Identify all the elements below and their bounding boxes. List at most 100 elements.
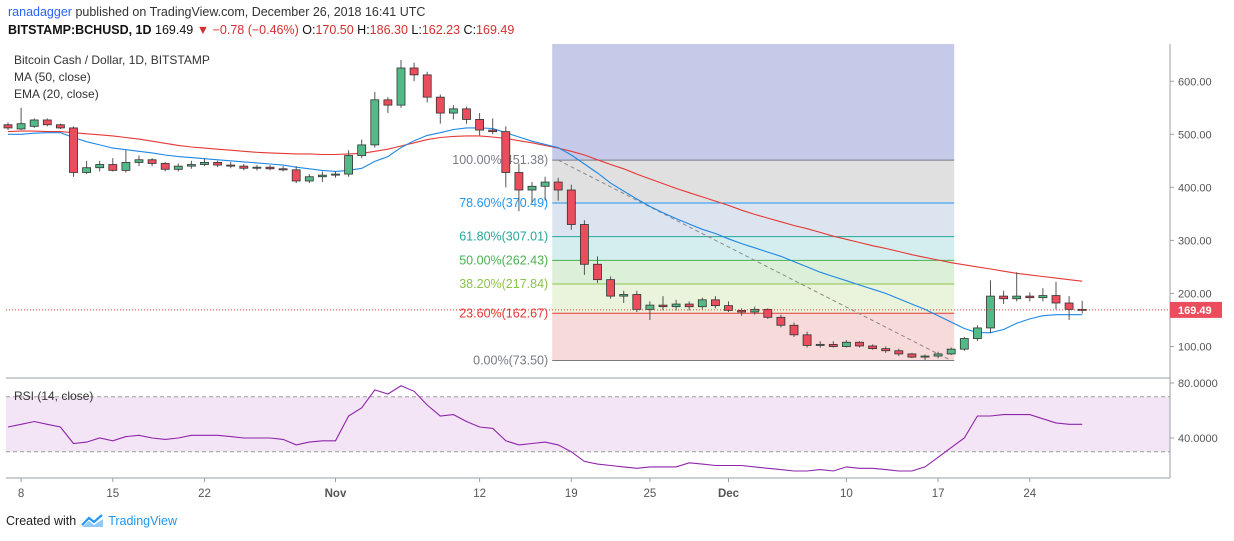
fib-zone xyxy=(552,283,955,314)
candle-body xyxy=(475,119,485,131)
time-tick-label: 24 xyxy=(1023,488,1036,500)
candle xyxy=(448,105,458,120)
candle xyxy=(435,94,445,124)
candle xyxy=(946,347,956,355)
tradingview-logo-icon xyxy=(81,514,104,527)
candle-body xyxy=(160,163,170,170)
candle xyxy=(488,118,498,135)
candle-body xyxy=(331,173,340,176)
candle xyxy=(907,352,917,359)
publish-info: ranadagger published on TradingView.com,… xyxy=(8,5,425,19)
candle-body xyxy=(606,279,615,297)
rsi-pane[interactable] xyxy=(6,385,1170,472)
candle-body xyxy=(920,355,930,358)
rsi-line xyxy=(7,385,1083,472)
rsi-tick-label: 80.0000 xyxy=(1178,378,1218,390)
candle-body xyxy=(383,99,393,106)
candle-body xyxy=(1038,295,1048,299)
candle xyxy=(986,280,995,334)
candle-body xyxy=(252,166,262,169)
candle xyxy=(291,166,301,184)
candle-body xyxy=(527,185,537,191)
last-price: 169.49 xyxy=(155,23,194,37)
candle xyxy=(475,113,485,136)
candle-body xyxy=(933,353,943,357)
candle-body xyxy=(580,224,589,265)
candle xyxy=(370,91,380,148)
candle-body xyxy=(396,67,406,106)
candle-body xyxy=(724,305,733,311)
candle xyxy=(658,296,668,311)
candle-body xyxy=(514,172,524,191)
candle-body xyxy=(488,129,498,133)
low-value: 162.23 xyxy=(421,23,461,37)
candle xyxy=(959,336,969,351)
candle xyxy=(462,106,471,124)
candle xyxy=(147,158,157,167)
candle-body xyxy=(593,263,602,281)
last-price-label: 169.49 xyxy=(1178,305,1212,317)
candle xyxy=(606,276,615,299)
fib-level-label: 78.60%(370.49) xyxy=(459,196,548,210)
fib-level-label: 38.20%(217.84) xyxy=(459,277,548,291)
rsi-band xyxy=(6,396,1170,452)
candle xyxy=(121,150,131,173)
time-tick-label: 19 xyxy=(565,488,578,500)
candle xyxy=(828,341,838,348)
candle-body xyxy=(108,164,118,171)
candle-body xyxy=(1012,295,1022,300)
candle-body xyxy=(645,304,655,310)
down-arrow-icon: ▼ xyxy=(196,23,210,37)
candle xyxy=(396,60,406,108)
candle-body xyxy=(868,345,877,350)
candle xyxy=(894,348,904,357)
candle xyxy=(82,160,91,175)
candle xyxy=(999,290,1008,305)
candle-body xyxy=(763,308,773,318)
candle-body xyxy=(304,176,314,182)
main-pane[interactable]: 100.00%(451.38) 78.60%(370.49) 61.80%(307.… xyxy=(3,44,1170,376)
candle xyxy=(920,354,930,361)
author-name[interactable]: ranadagger xyxy=(8,5,72,19)
axes: 169.49600.00500.00400.00300.00200.00100.… xyxy=(6,44,1222,500)
candle-body xyxy=(357,144,367,156)
candle-body xyxy=(959,338,969,350)
time-tick-label: 17 xyxy=(932,488,945,500)
candle-body xyxy=(344,155,354,175)
tradingview-brand[interactable]: TradingView xyxy=(108,514,177,528)
price-tick-label: 600.00 xyxy=(1178,76,1212,88)
rsi-legend[interactable]: RSI (14, close) xyxy=(14,389,94,403)
candle-body xyxy=(200,162,209,165)
candle-body xyxy=(42,119,52,126)
open-label: O: xyxy=(302,23,316,37)
candle-body xyxy=(278,168,288,171)
candle xyxy=(383,97,393,114)
candle-body xyxy=(82,167,91,173)
candle-body xyxy=(147,159,157,164)
candle-body xyxy=(894,350,904,355)
price-tick-label: 300.00 xyxy=(1178,235,1212,247)
candle-body xyxy=(540,181,550,187)
candle xyxy=(540,176,550,201)
candle-body xyxy=(711,299,720,307)
candle-body xyxy=(986,295,995,329)
candle-body xyxy=(907,353,917,358)
candle-body xyxy=(265,166,275,170)
candle xyxy=(1038,288,1048,302)
candle xyxy=(527,182,537,204)
candle xyxy=(304,174,314,184)
legend-ma[interactable]: MA (50, close) xyxy=(14,70,91,84)
candle xyxy=(42,118,52,127)
candle-body xyxy=(881,348,891,352)
candle xyxy=(56,123,65,129)
candle xyxy=(763,308,773,319)
candle xyxy=(619,290,629,303)
time-tick-label: 25 xyxy=(644,488,657,500)
candle-body xyxy=(973,327,982,339)
price-tick-label: 200.00 xyxy=(1178,288,1212,300)
candle-body xyxy=(828,343,838,347)
candle-body xyxy=(999,295,1008,300)
legend-ema[interactable]: EMA (20, close) xyxy=(14,87,99,101)
candle xyxy=(553,177,563,201)
